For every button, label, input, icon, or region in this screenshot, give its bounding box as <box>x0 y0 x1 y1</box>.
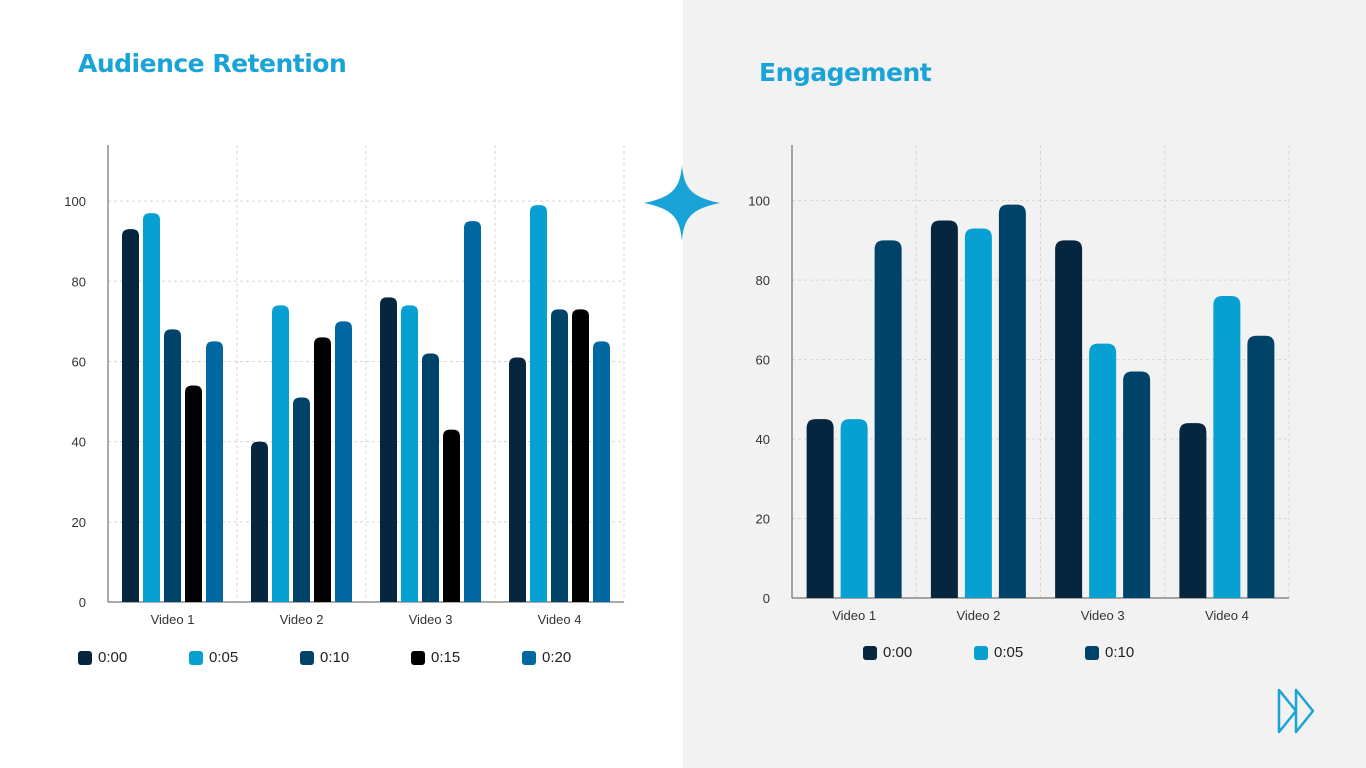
bar-video-2-series-1 <box>272 305 289 602</box>
y-tick-label: 80 <box>756 273 770 288</box>
x-tick-label: Video 3 <box>1081 608 1125 623</box>
legend-label: 0:05 <box>209 649 239 666</box>
legend-swatch <box>1085 645 1099 660</box>
bar-video-1-series-2 <box>164 329 181 602</box>
bar-video-1-series-0 <box>806 419 834 598</box>
bar-video-4-series-2 <box>551 309 568 602</box>
legend-swatch <box>78 650 92 665</box>
sparkle-star-icon <box>644 165 720 241</box>
bar-video-3-series-3 <box>443 429 460 602</box>
x-tick-label: Video 2 <box>956 608 1000 623</box>
x-tick-label: Video 4 <box>1205 608 1249 623</box>
legend-swatch <box>522 650 536 665</box>
y-tick-label: 40 <box>756 432 770 447</box>
bar-video-4-series-2 <box>1247 335 1275 598</box>
x-tick-label: Video 4 <box>538 612 582 627</box>
bar-video-4-series-1 <box>1213 296 1241 598</box>
x-tick-label: Video 1 <box>151 612 195 627</box>
audience-retention-chart: 0 20 40 60 80 100 Video 1 Video 2 Video 3 Video 4 <box>64 145 625 627</box>
legend-label: 0:00 <box>98 649 128 666</box>
legend-item: 0:10 <box>300 649 411 666</box>
y-tick-label: 60 <box>756 353 770 368</box>
engagement-title: Engagement <box>759 58 932 87</box>
legend-item: 0:05 <box>189 649 300 666</box>
bar-video-2-series-2 <box>998 204 1026 598</box>
bar-video-3-series-2 <box>1123 371 1151 598</box>
bar-video-1-series-0 <box>122 229 139 602</box>
legend-item: 0:10 <box>1085 644 1196 661</box>
legend-label: 0:05 <box>994 644 1024 661</box>
y-tick-label: 0 <box>79 595 86 610</box>
bar-video-2-series-2 <box>293 397 310 602</box>
legend-label: 0:00 <box>883 644 913 661</box>
bar-video-3-series-0 <box>380 297 397 602</box>
legend-label: 0:15 <box>431 649 461 666</box>
bar-video-4-series-1 <box>530 205 547 602</box>
audience-retention-legend: 0:00 0:05 0:10 0:15 0:20 <box>78 649 633 666</box>
legend-label: 0:20 <box>542 649 572 666</box>
bar-video-2-series-0 <box>930 220 958 598</box>
audience-retention-title: Audience Retention <box>78 49 347 78</box>
y-tick-label: 40 <box>72 435 86 450</box>
bar-video-3-series-2 <box>422 353 439 602</box>
legend-swatch <box>974 645 988 660</box>
y-tick-label: 20 <box>756 512 770 527</box>
x-tick-label: Video 2 <box>280 612 324 627</box>
legend-item: 0:00 <box>78 649 189 666</box>
legend-swatch <box>189 650 203 665</box>
bar-video-3-series-4 <box>464 221 481 602</box>
legend-swatch <box>300 650 314 665</box>
bar-video-2-series-3 <box>314 337 331 602</box>
engagement-legend: 0:00 0:05 0:10 <box>863 644 1196 661</box>
bar-video-2-series-0 <box>251 441 268 602</box>
legend-swatch <box>411 650 425 665</box>
legend-label: 0:10 <box>1105 644 1135 661</box>
bar-video-4-series-3 <box>572 309 589 602</box>
bar-video-3-series-1 <box>401 305 418 602</box>
bar-video-4-series-0 <box>1179 423 1207 598</box>
legend-label: 0:10 <box>320 649 350 666</box>
fast-forward-icon[interactable] <box>1276 688 1316 734</box>
bar-video-2-series-1 <box>964 228 992 598</box>
y-tick-label: 60 <box>72 354 86 369</box>
x-tick-label: Video 3 <box>409 612 453 627</box>
y-tick-label: 0 <box>763 591 770 606</box>
bar-video-1-series-4 <box>206 341 223 602</box>
legend-item: 0:20 <box>522 649 633 666</box>
bar-video-1-series-2 <box>874 240 902 599</box>
bar-video-3-series-0 <box>1055 240 1083 599</box>
y-tick-label: 100 <box>748 194 770 209</box>
bar-video-1-series-3 <box>185 385 202 602</box>
bar-video-1-series-1 <box>143 213 160 603</box>
y-tick-label: 100 <box>64 194 86 209</box>
legend-item: 0:15 <box>411 649 522 666</box>
legend-item: 0:00 <box>863 644 974 661</box>
legend-item: 0:05 <box>974 644 1085 661</box>
x-tick-label: Video 1 <box>832 608 876 623</box>
bar-video-3-series-1 <box>1089 343 1117 598</box>
bar-video-4-series-0 <box>509 357 526 602</box>
y-tick-label: 20 <box>72 515 86 530</box>
bar-video-2-series-4 <box>335 321 352 602</box>
bar-video-1-series-1 <box>840 419 868 598</box>
y-tick-label: 80 <box>72 274 86 289</box>
legend-swatch <box>863 645 877 660</box>
bar-video-4-series-4 <box>593 341 610 602</box>
